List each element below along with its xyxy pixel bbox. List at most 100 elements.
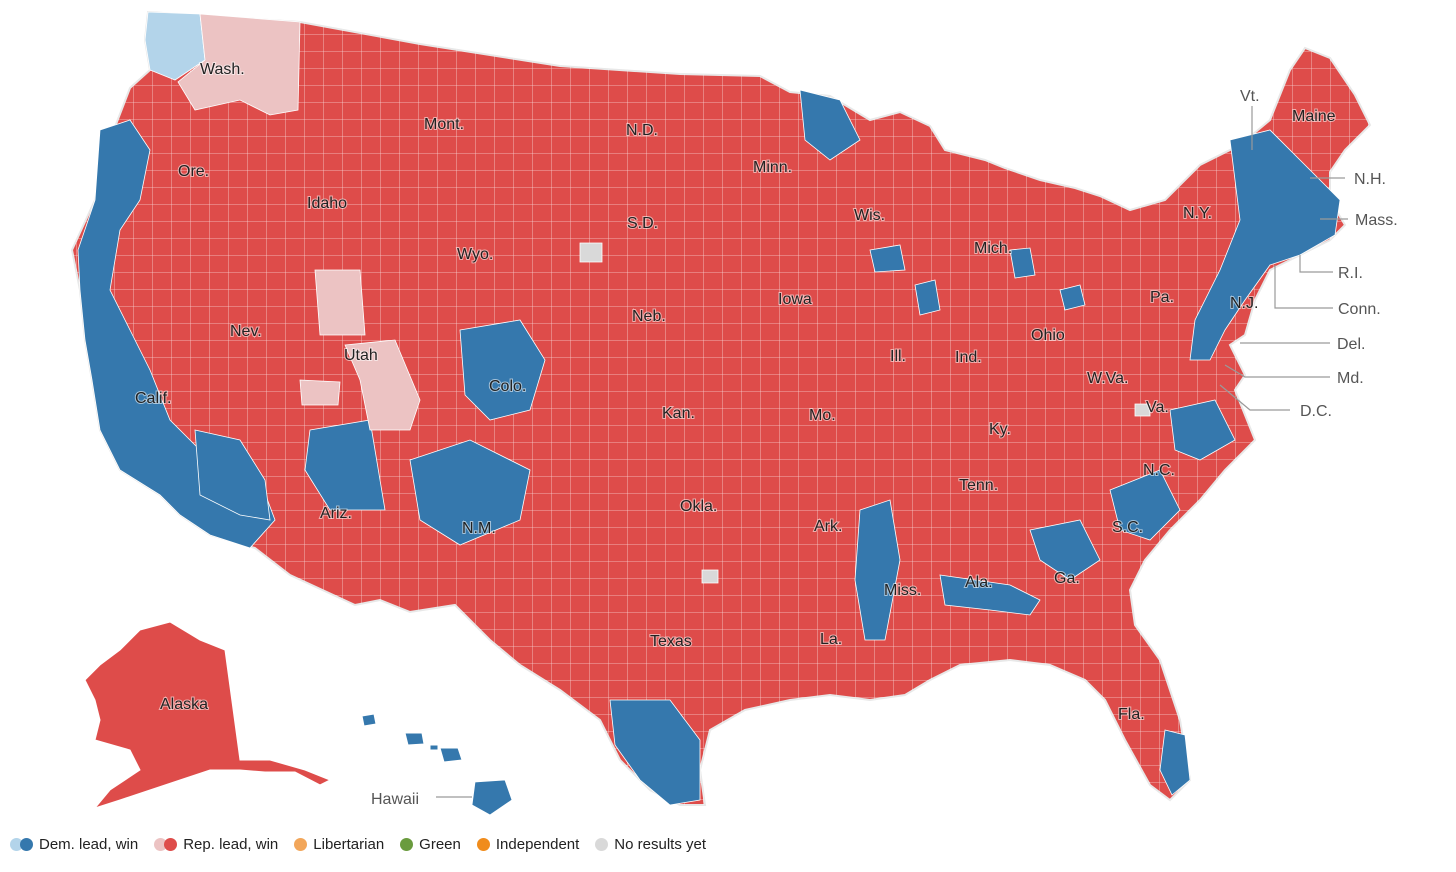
state-label-maine: Maine — [1292, 108, 1336, 125]
ohio-dem-region[interactable] — [1059, 284, 1086, 311]
legend-item-green: Green — [400, 836, 461, 853]
legend-item-rep: Rep. lead, win — [154, 836, 278, 853]
conn-leader-line — [1274, 265, 1333, 309]
hawaii-island-oahu[interactable] — [404, 732, 425, 746]
state-label-tenn: Tenn. — [959, 477, 998, 494]
legend-label-no-results: No results yet — [614, 836, 706, 853]
legend-label-green: Green — [419, 836, 461, 853]
state-label-colo: Colo. — [489, 378, 526, 395]
legend-label-dem: Dem. lead, win — [39, 836, 139, 853]
state-label-ga: Ga. — [1054, 570, 1080, 587]
colorado-dem-region[interactable] — [459, 319, 546, 421]
state-label-mo: Mo. — [809, 407, 836, 424]
no-results-va-county[interactable] — [1134, 403, 1151, 417]
callout-label-del: Del. — [1337, 336, 1365, 353]
state-label-calif: Calif. — [135, 390, 171, 407]
callout-labels: Vt. N.H. Mass. R.I. Conn. Del. Md. D.C. … — [371, 88, 1398, 808]
state-label-mich: Mich. — [974, 240, 1012, 257]
callout-label-md: Md. — [1337, 370, 1364, 387]
utah-rep-lead-south-region[interactable] — [344, 339, 421, 431]
chicago-dem-region[interactable] — [914, 279, 941, 316]
state-label-wva: W.Va. — [1087, 370, 1129, 387]
callout-label-dc: D.C. — [1300, 403, 1332, 420]
mississippi-delta-dem-region[interactable] — [854, 499, 901, 641]
state-label-fla: Fla. — [1118, 706, 1145, 723]
georgia-dem-region[interactable] — [1029, 519, 1101, 581]
state-label-pa: Pa. — [1150, 289, 1174, 306]
state-label-wis: Wis. — [854, 207, 885, 224]
callout-label-nh: N.H. — [1354, 171, 1386, 188]
state-label-texas: Texas — [650, 633, 692, 650]
utah-rep-lead-region[interactable] — [314, 269, 366, 336]
state-label-ohio: Ohio — [1031, 327, 1065, 344]
new-mexico-dem-region[interactable] — [409, 439, 531, 546]
state-label-iowa: Iowa — [778, 291, 812, 308]
legend-label-rep: Rep. lead, win — [183, 836, 279, 853]
hawaii — [361, 713, 463, 763]
state-label-ill: Ill. — [890, 348, 906, 365]
legend-item-no-results: No results yet — [595, 836, 706, 853]
map-canvas: Wash. Ore. Calif. Idaho Nev. Mont. Wyo. … — [70, 10, 1398, 816]
no-results-texas-county[interactable] — [701, 569, 719, 584]
state-label-idaho: Idaho — [307, 195, 347, 212]
black-belt-dem-region[interactable] — [939, 574, 1041, 616]
minnesota-dem-region[interactable] — [799, 89, 861, 161]
state-label-utah: Utah — [344, 347, 378, 364]
northeast-dem-region[interactable] — [1189, 129, 1341, 361]
dc-leader-line — [1219, 384, 1290, 411]
state-label-nm: N.M. — [462, 520, 496, 537]
hawaii-island-molokai[interactable] — [429, 744, 439, 751]
state-label-la: La. — [820, 631, 842, 648]
state-label-wyo: Wyo. — [457, 246, 493, 263]
carolina-dem-region[interactable] — [1109, 469, 1181, 541]
state-label-kan: Kan. — [662, 405, 695, 422]
alaska — [84, 621, 332, 809]
legend-label-independent: Independent — [495, 836, 580, 853]
virginia-coast-dem-region[interactable] — [1169, 399, 1236, 461]
nevada-clark-dem-region[interactable] — [194, 429, 271, 521]
legend-item-independent: Independent — [476, 836, 580, 853]
no-results-regions — [579, 242, 1151, 584]
legend-label-libertarian: Libertarian — [313, 836, 385, 853]
legend-item-dem: Dem. lead, win — [10, 836, 138, 853]
legend-swatch-dem-win — [20, 838, 33, 851]
callout-label-conn: Conn. — [1338, 301, 1381, 318]
state-label-alaska: Alaska — [160, 696, 208, 713]
state-label-ariz: Ariz. — [320, 505, 352, 522]
state-label-nev: Nev. — [230, 323, 262, 340]
legend-item-libertarian: Libertarian — [294, 836, 384, 853]
hawaii-dem-region[interactable] — [471, 779, 513, 816]
state-label-ark: Ark. — [814, 518, 842, 535]
dem-win-regions — [77, 89, 1341, 816]
utah-rep-lead-west-region[interactable] — [299, 379, 341, 406]
legend-swatch-independent — [476, 838, 490, 851]
west-coast-dem-region[interactable] — [77, 119, 276, 549]
state-label-ore: Ore. — [178, 163, 209, 180]
hawaii-island-maui[interactable] — [439, 747, 463, 763]
alaska-shape[interactable] — [84, 621, 332, 809]
callout-leaders — [436, 106, 1348, 798]
legend-swatch-libertarian — [294, 838, 308, 851]
detroit-dem-region[interactable] — [1009, 247, 1036, 279]
wisconsin-dem-region[interactable] — [869, 244, 906, 273]
hawaii-island-kauai[interactable] — [361, 713, 377, 727]
south-florida-dem-region[interactable] — [1159, 729, 1191, 796]
arizona-dem-region[interactable] — [304, 419, 386, 511]
lead-regions — [144, 11, 421, 431]
washington-rep-lead-region[interactable] — [177, 13, 301, 116]
state-label-sc: S.C. — [1112, 519, 1143, 536]
ri-leader-line — [1299, 255, 1333, 273]
md-leader-line — [1224, 364, 1330, 378]
south-texas-dem-region[interactable] — [609, 699, 701, 806]
callout-label-hawaii: Hawaii — [371, 791, 419, 808]
state-label-ind: Ind. — [955, 349, 982, 366]
state-label-neb: Neb. — [632, 308, 666, 325]
state-label-minn: Minn. — [753, 159, 792, 176]
map-legend: Dem. lead, win Rep. lead, win Libertaria… — [10, 836, 722, 853]
callout-label-mass: Mass. — [1355, 212, 1398, 229]
state-label-sd: S.D. — [627, 215, 658, 232]
no-results-sd-county[interactable] — [579, 242, 603, 263]
state-label-okla: Okla. — [680, 498, 717, 515]
state-label-va: Va. — [1146, 399, 1169, 416]
